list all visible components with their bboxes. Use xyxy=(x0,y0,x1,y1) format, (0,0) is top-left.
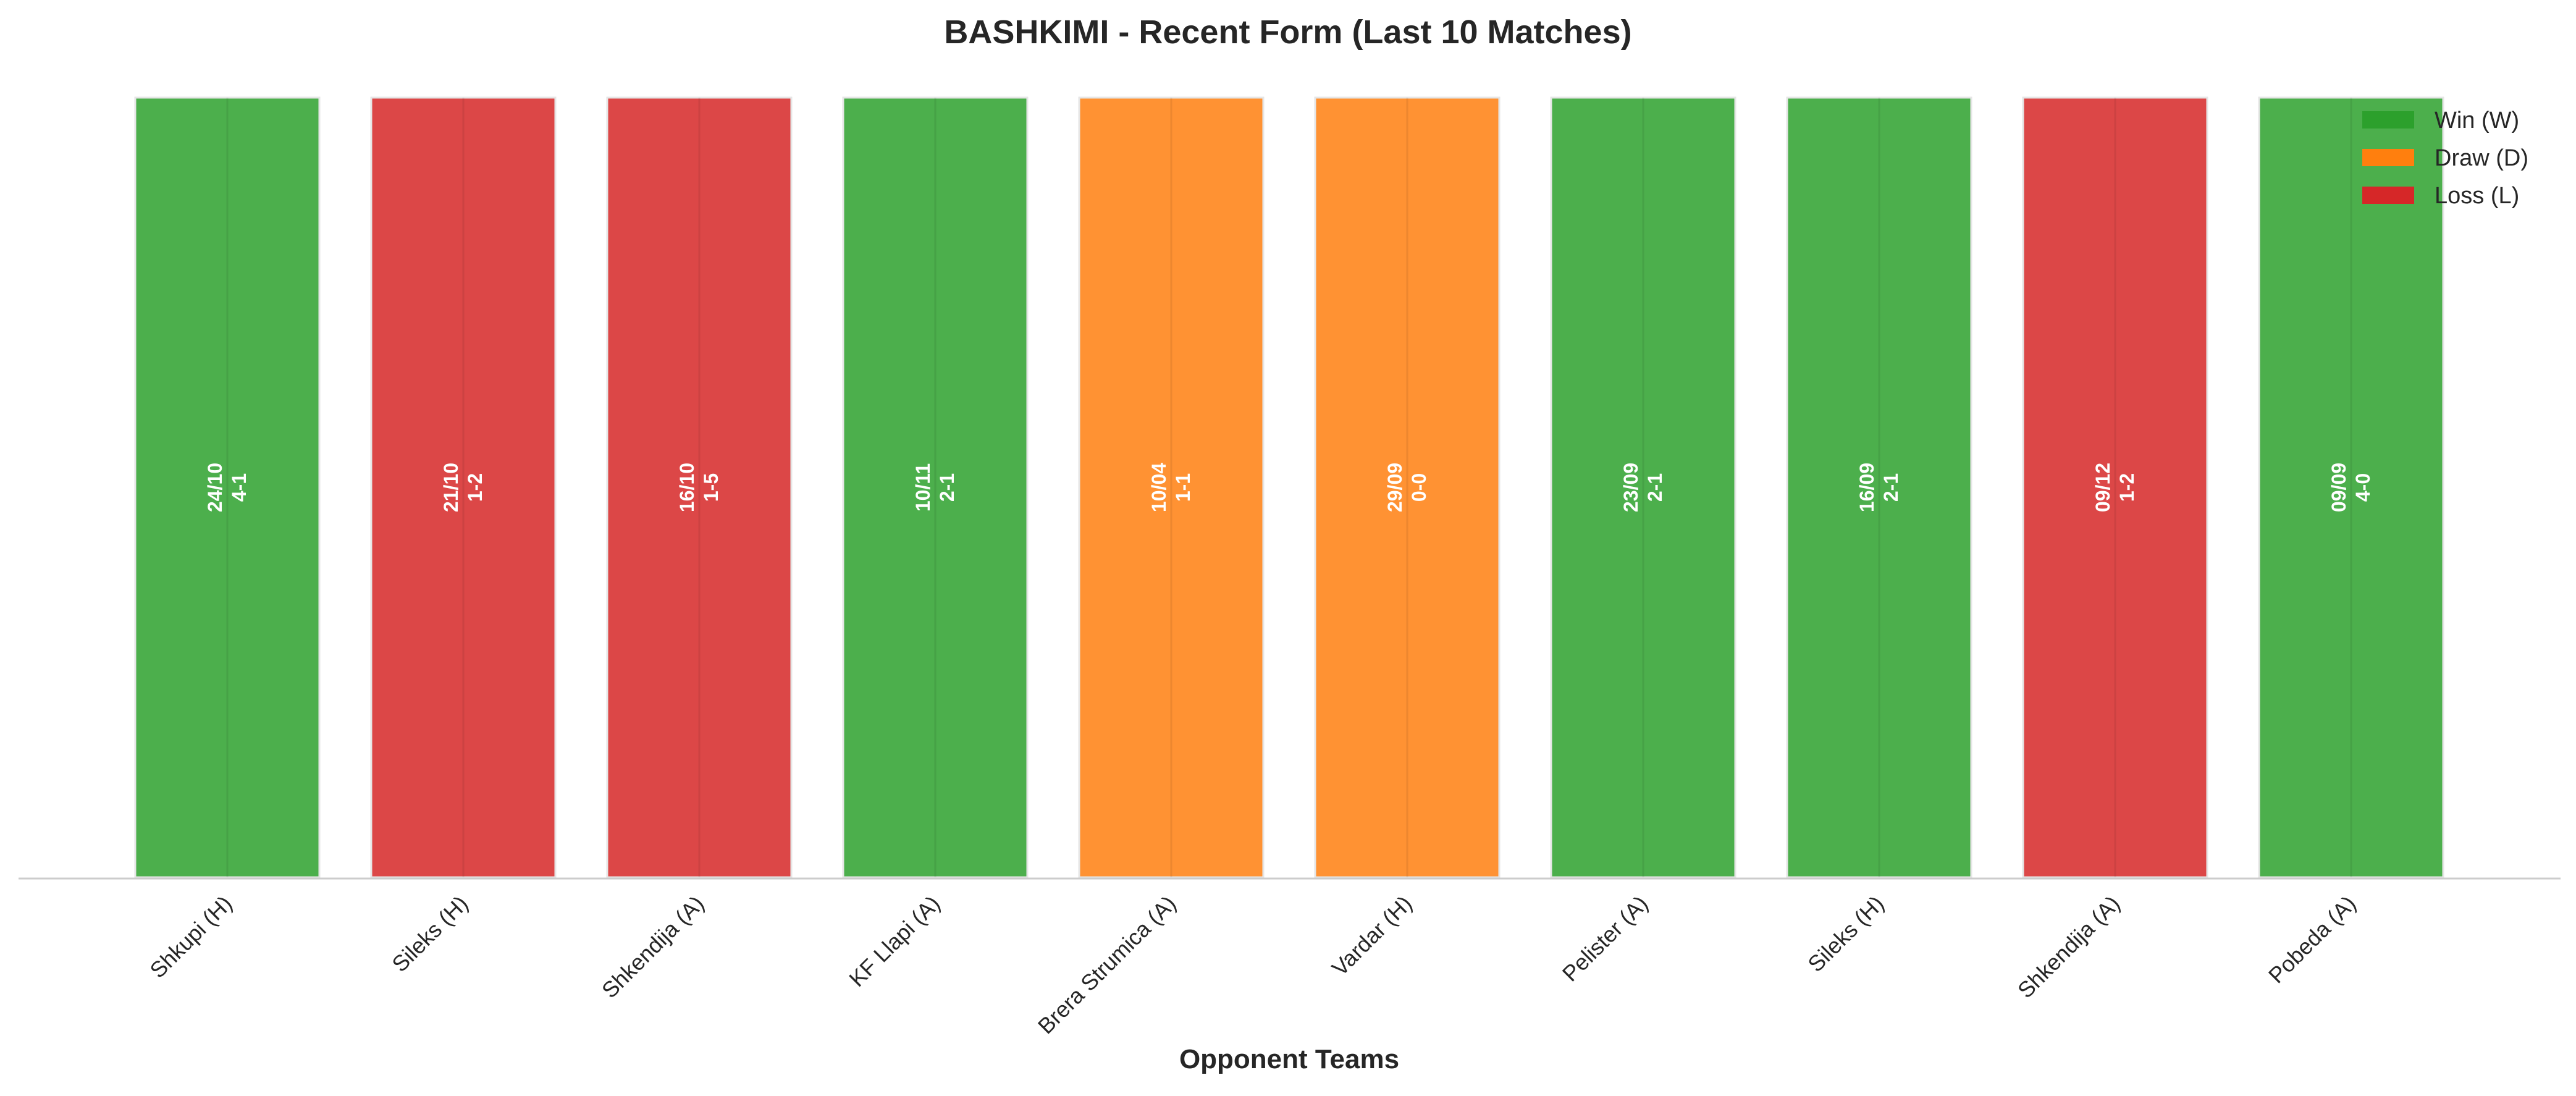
bar-label: 23/09 2-1 xyxy=(1620,463,1666,512)
bar-label-date: 10/11 xyxy=(912,463,934,512)
bar-label: 09/09 4-0 xyxy=(2328,463,2374,512)
bar-label: 29/09 0-0 xyxy=(1384,463,1430,512)
bar-label: 10/11 2-1 xyxy=(912,463,958,512)
bar-label-score: 1-2 xyxy=(464,473,486,502)
bar-label-date: 10/04 xyxy=(1148,463,1170,512)
bar-label-score: 2-1 xyxy=(936,473,958,502)
bar-label: 09/12 1-2 xyxy=(2092,463,2138,512)
x-tick-label: Pobeda (A) xyxy=(2263,891,2361,989)
legend: Win (W) Draw (D) Loss (L) xyxy=(2362,107,2528,209)
bar-label-score: 1-2 xyxy=(2116,473,2138,502)
x-axis-label: Opponent Teams xyxy=(1179,1044,1399,1074)
bar-label-date: 29/09 xyxy=(1384,463,1406,512)
bar-label-date: 16/10 xyxy=(676,463,698,512)
legend-label-d: Draw (D) xyxy=(2435,145,2528,171)
bar-labels-layer: 24/10 4-1 21/10 1-2 16/10 1-5 10/11 2-1 10/04 1-1… xyxy=(204,463,2374,512)
chart-title: BASHKIMI - Recent Form (Last 10 Matches) xyxy=(944,14,1631,51)
bar-label-date: 09/12 xyxy=(2092,463,2114,512)
bar-label: 16/09 2-1 xyxy=(1856,463,1902,512)
x-tick-label: Shkendija (A) xyxy=(2013,891,2125,1003)
bar-label-score: 1-1 xyxy=(1172,473,1194,502)
legend-swatch-w xyxy=(2362,111,2414,129)
bar-d xyxy=(1314,96,1501,879)
bar-label-date: 16/09 xyxy=(1856,463,1878,512)
bar-label-date: 23/09 xyxy=(1620,463,1642,512)
bar-w xyxy=(1550,96,1736,879)
x-tick-label: Vardar (H) xyxy=(1327,891,1417,981)
bar-label-date: 09/09 xyxy=(2328,463,2350,512)
x-tick-label: Sileks (H) xyxy=(387,891,473,977)
bar-label-date: 24/10 xyxy=(204,463,226,512)
bar-w xyxy=(2258,96,2444,879)
x-tick-label: Shkupi (H) xyxy=(145,891,237,983)
bar-l xyxy=(606,96,793,879)
bar-w xyxy=(842,96,1029,879)
legend-label-w: Win (W) xyxy=(2435,107,2519,133)
bar-d xyxy=(1078,96,1265,879)
x-tick-label: Brera Strumica (A) xyxy=(1033,891,1181,1039)
bar-label-score: 4-1 xyxy=(228,473,250,502)
x-tick-label: KF Llapi (A) xyxy=(844,891,945,992)
legend-swatch-d xyxy=(2362,149,2414,166)
bar-label-score: 1-5 xyxy=(700,473,722,502)
x-tick-label: Pelister (A) xyxy=(1557,891,1653,987)
x-tick-label: Shkendija (A) xyxy=(597,891,709,1003)
bar-label-score: 4-0 xyxy=(2352,473,2374,502)
bar-label-score: 2-1 xyxy=(1644,473,1666,502)
bar-w xyxy=(1786,96,1972,879)
bars-layer xyxy=(134,96,2444,879)
bar-label: 10/04 1-1 xyxy=(1148,463,1194,512)
bar-l xyxy=(370,96,557,879)
bar-w xyxy=(134,96,321,879)
bar-label: 24/10 4-1 xyxy=(204,463,250,512)
bar-label-score: 2-1 xyxy=(1880,473,1902,502)
legend-swatch-l xyxy=(2362,187,2414,204)
bar-label: 21/10 1-2 xyxy=(440,463,486,512)
bar-label-score: 0-0 xyxy=(1408,473,1430,502)
bar-l xyxy=(2022,96,2208,879)
legend-label-l: Loss (L) xyxy=(2435,183,2519,209)
bar-label: 16/10 1-5 xyxy=(676,463,722,512)
tick-labels-layer: Shkupi (H) Sileks (H) Shkendija (A) KF Llap… xyxy=(145,891,2360,1039)
bar-label-date: 21/10 xyxy=(440,463,462,512)
x-tick-label: Sileks (H) xyxy=(1803,891,1888,977)
